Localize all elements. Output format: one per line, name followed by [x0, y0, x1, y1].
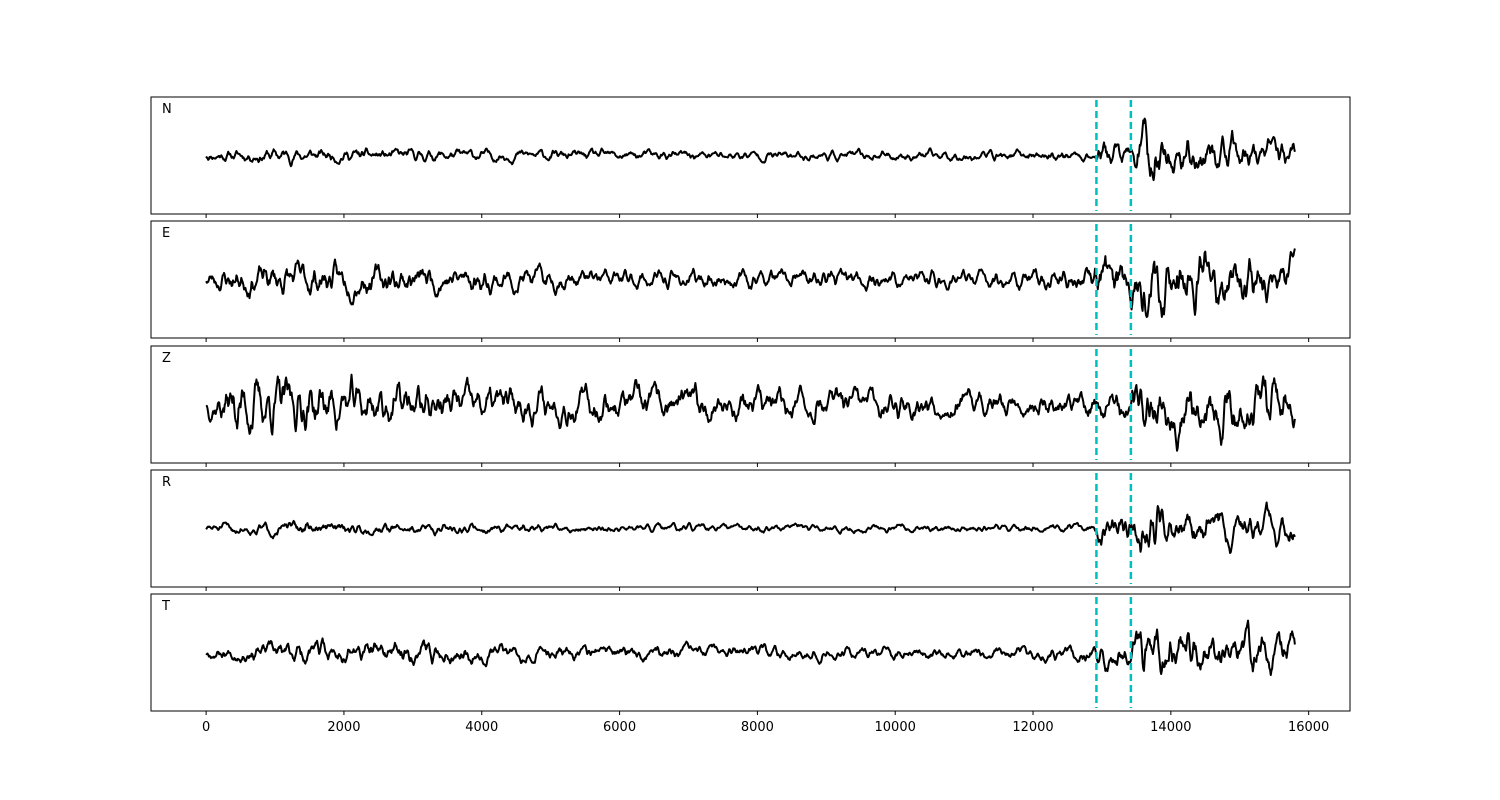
panel-frame — [150, 345, 1351, 464]
panel-t: T — [150, 593, 1351, 715]
x-tick-label: 4000 — [465, 720, 498, 735]
x-tick-label: 2000 — [327, 720, 360, 735]
panels-group: N E Z R T — [150, 96, 1351, 715]
panel-frame — [150, 96, 1351, 215]
x-tick-label: 16000 — [1288, 720, 1329, 735]
trace-e — [205, 248, 1296, 318]
x-tick-label: 14000 — [1150, 720, 1191, 735]
panel-label: R — [162, 475, 171, 490]
panel-frame — [150, 469, 1351, 588]
panel-label: Z — [162, 351, 171, 366]
x-tick-label: 8000 — [741, 720, 774, 735]
x-tick-label: 0 — [202, 720, 210, 735]
panel-r: R — [150, 469, 1351, 591]
x-axis: 0 2000 4000 6000 8000 10000 12000 14000 16000 — [202, 720, 1329, 735]
trace-t — [205, 619, 1296, 677]
panel-label: N — [162, 102, 172, 117]
panel-frame — [150, 593, 1351, 712]
x-tick-label: 12000 — [1012, 720, 1053, 735]
panel-n: N — [150, 96, 1351, 218]
trace-z — [205, 373, 1296, 452]
x-tick-label: 10000 — [875, 720, 916, 735]
panel-label: T — [161, 599, 170, 614]
panel-label: E — [162, 226, 170, 241]
panel-e: E — [150, 220, 1351, 342]
x-tick-label: 6000 — [603, 720, 636, 735]
trace-n — [205, 117, 1296, 182]
panel-frame — [150, 220, 1351, 339]
panel-z: Z — [150, 345, 1351, 467]
trace-r — [205, 501, 1296, 555]
